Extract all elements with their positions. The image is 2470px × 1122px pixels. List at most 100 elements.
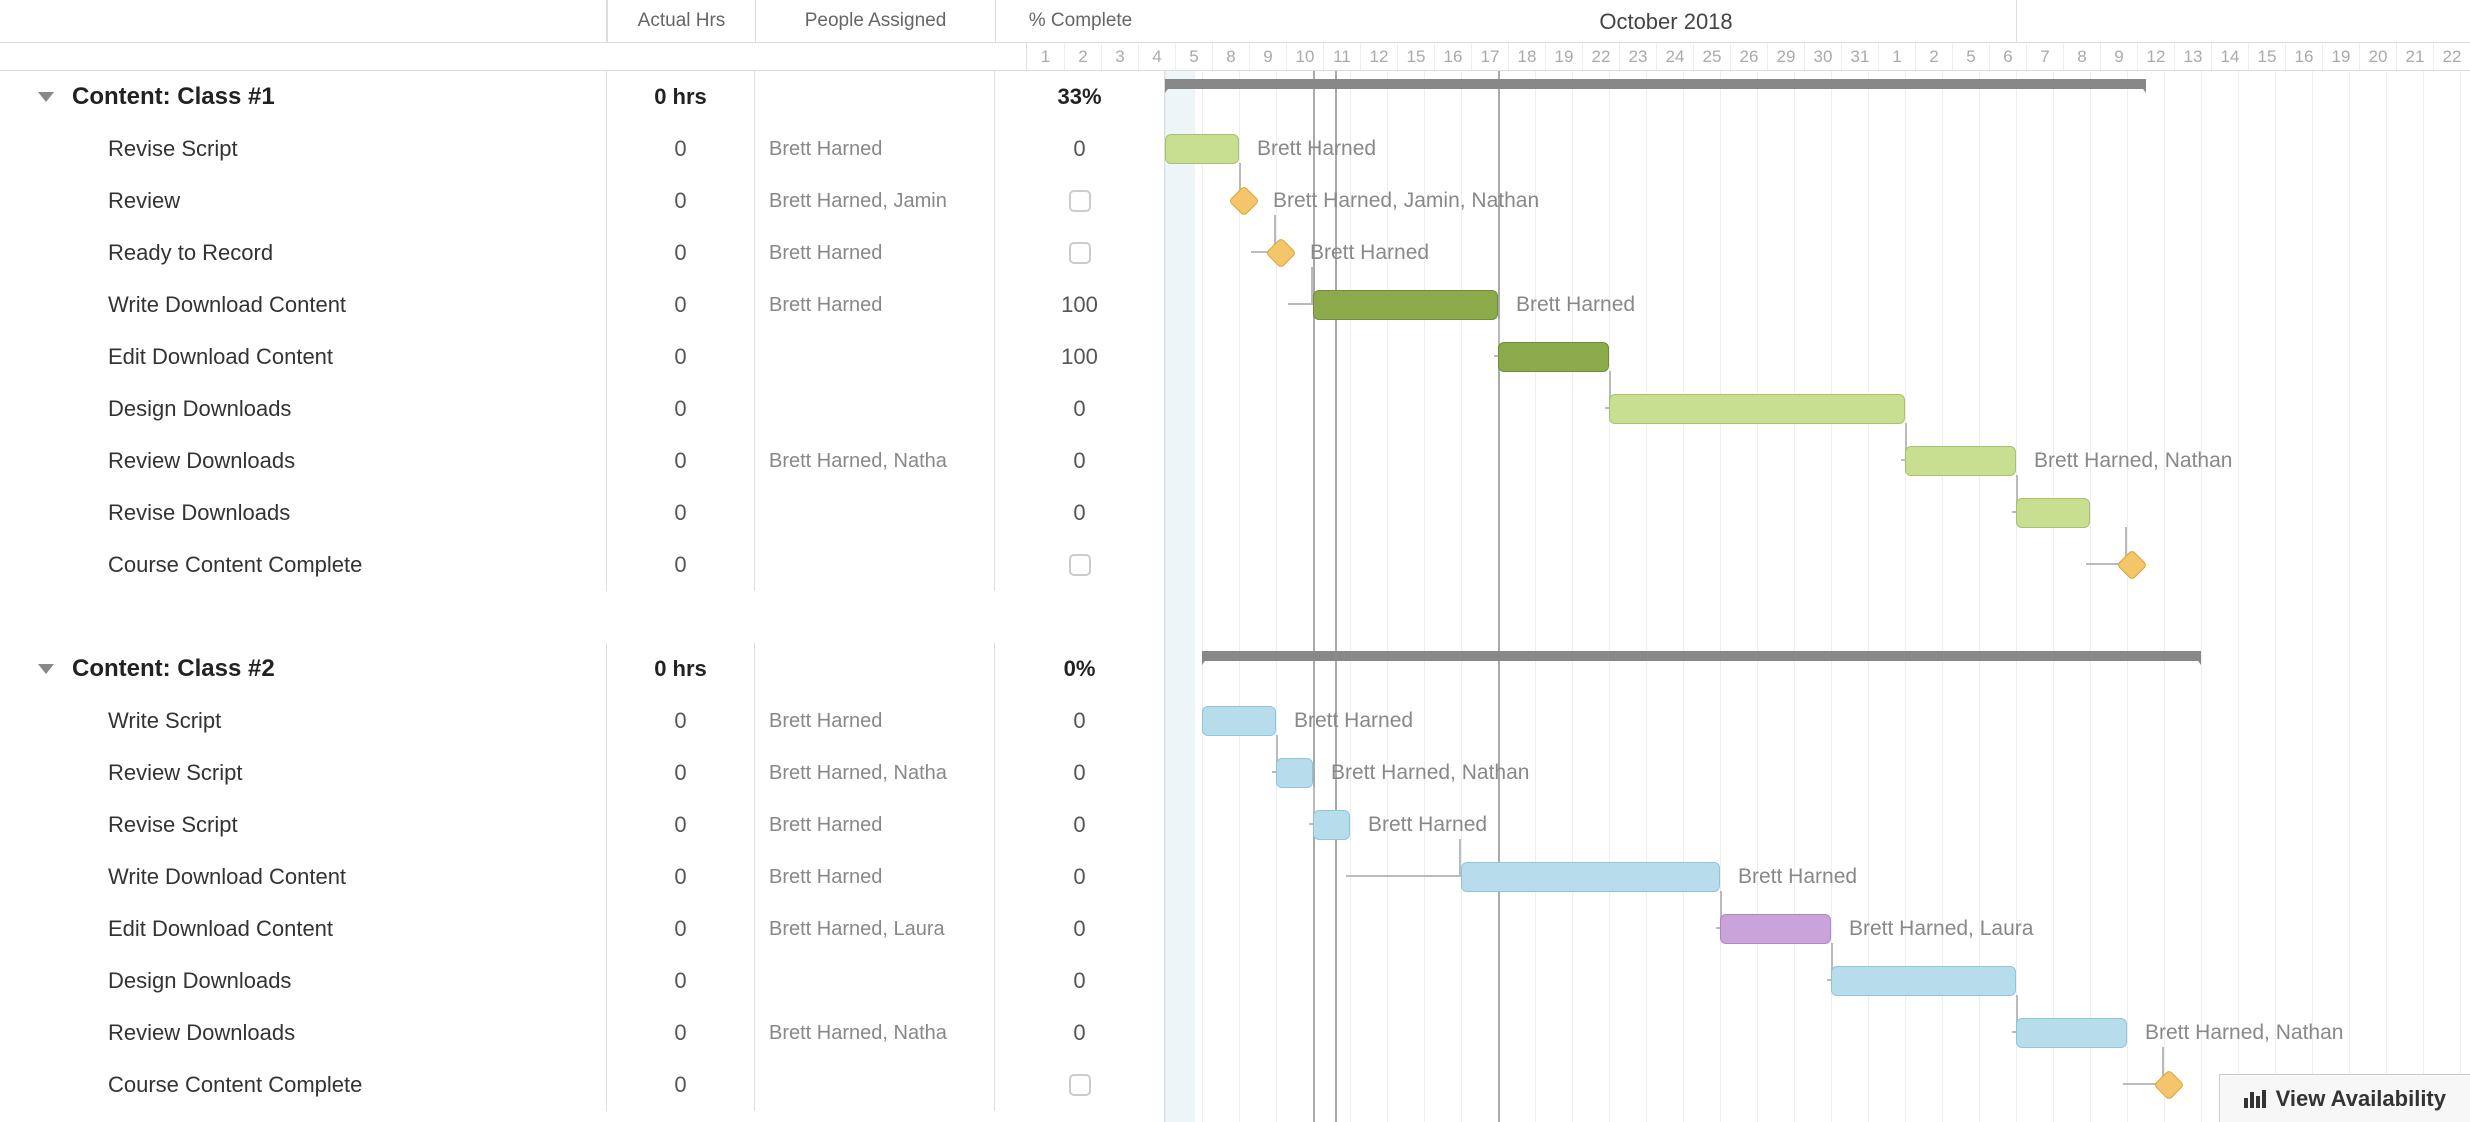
task-name[interactable]: Write Download Content — [0, 864, 606, 890]
day-tick[interactable]: 16 — [2285, 43, 2322, 70]
cell-pct[interactable]: 100 — [994, 331, 1164, 383]
col-header-people[interactable]: People Assigned — [755, 0, 995, 42]
milestone-icon[interactable] — [2116, 549, 2147, 580]
day-tick[interactable]: 23 — [1619, 43, 1656, 70]
day-tick[interactable]: 2 — [1915, 43, 1952, 70]
day-tick[interactable]: 22 — [1582, 43, 1619, 70]
cell-pct[interactable]: 0 — [994, 851, 1164, 903]
cell-pct[interactable]: 0 — [994, 799, 1164, 851]
cell-hrs[interactable]: 0 — [606, 487, 754, 539]
cell-hrs[interactable]: 0 — [606, 175, 754, 227]
task-name[interactable]: Course Content Complete — [0, 1072, 606, 1098]
cell-pct[interactable]: 100 — [994, 279, 1164, 331]
cell-people[interactable]: Brett Harned, Natha — [754, 747, 994, 799]
cell-hrs[interactable]: 0 — [606, 279, 754, 331]
day-tick[interactable]: 15 — [2248, 43, 2285, 70]
cell-pct[interactable] — [994, 175, 1164, 227]
task-name[interactable]: Revise Script — [0, 812, 606, 838]
cell-people[interactable]: Brett Harned — [754, 799, 994, 851]
collapse-caret-icon[interactable] — [38, 664, 54, 674]
day-tick[interactable]: 12 — [2137, 43, 2174, 70]
day-tick[interactable]: 2 — [1064, 43, 1101, 70]
cell-hrs[interactable]: 0 — [606, 695, 754, 747]
summary-bar[interactable] — [1165, 79, 2146, 89]
day-tick[interactable]: 7 — [2026, 43, 2063, 70]
day-tick[interactable]: 9 — [1249, 43, 1286, 70]
cell-hrs[interactable]: 0 — [606, 747, 754, 799]
day-tick[interactable]: 24 — [1656, 43, 1693, 70]
cell-people[interactable] — [754, 1059, 994, 1111]
cell-people[interactable] — [754, 331, 994, 383]
day-tick[interactable]: 5 — [1952, 43, 1989, 70]
day-tick[interactable]: 13 — [2174, 43, 2211, 70]
summary-bar[interactable] — [1202, 651, 2201, 661]
day-tick[interactable]: 10 — [1286, 43, 1323, 70]
cell-hrs[interactable]: 0 — [606, 331, 754, 383]
task-name[interactable]: Design Downloads — [0, 968, 606, 994]
cell-people[interactable] — [754, 955, 994, 1007]
gantt-bar[interactable] — [1165, 134, 1239, 164]
day-tick[interactable]: 17 — [1471, 43, 1508, 70]
cell-people[interactable]: Brett Harned — [754, 279, 994, 331]
task-name[interactable]: Edit Download Content — [0, 916, 606, 942]
cell-people[interactable]: Brett Harned, Natha — [754, 435, 994, 487]
complete-checkbox[interactable] — [1069, 242, 1091, 264]
day-tick[interactable]: 9 — [2100, 43, 2137, 70]
cell-people[interactable] — [754, 643, 994, 695]
day-tick[interactable]: 21 — [2396, 43, 2433, 70]
cell-people[interactable] — [754, 383, 994, 435]
gantt-bar[interactable] — [1313, 810, 1350, 840]
cell-hrs[interactable]: 0 — [606, 539, 754, 591]
collapse-caret-icon[interactable] — [38, 92, 54, 102]
cell-hrs[interactable]: 0 — [606, 435, 754, 487]
day-tick[interactable]: 6 — [1989, 43, 2026, 70]
task-name[interactable]: Review — [0, 188, 606, 214]
task-name[interactable]: Review Script — [0, 760, 606, 786]
cell-hrs[interactable]: 0 hrs — [606, 71, 754, 123]
cell-pct[interactable] — [994, 227, 1164, 279]
cell-people[interactable]: Brett Harned — [754, 695, 994, 747]
cell-pct[interactable]: 33% — [994, 71, 1164, 123]
task-name[interactable]: Review Downloads — [0, 1020, 606, 1046]
cell-hrs[interactable]: 0 — [606, 1059, 754, 1111]
cell-hrs[interactable]: 0 — [606, 123, 754, 175]
gantt-bar[interactable] — [1202, 706, 1276, 736]
day-tick[interactable]: 19 — [1545, 43, 1582, 70]
milestone-icon[interactable] — [1228, 185, 1259, 216]
col-header-actual-hrs[interactable]: Actual Hrs — [607, 0, 755, 42]
cell-hrs[interactable]: 0 — [606, 227, 754, 279]
cell-people[interactable]: Brett Harned — [754, 851, 994, 903]
day-tick[interactable]: 3 — [1101, 43, 1138, 70]
gantt-bar[interactable] — [1831, 966, 2016, 996]
task-name[interactable]: Revise Script — [0, 136, 606, 162]
cell-hrs[interactable]: 0 — [606, 799, 754, 851]
day-tick[interactable]: 5 — [1175, 43, 1212, 70]
complete-checkbox[interactable] — [1069, 554, 1091, 576]
cell-pct[interactable]: 0 — [994, 383, 1164, 435]
day-tick[interactable]: 14 — [2211, 43, 2248, 70]
group-name[interactable]: Content: Class #2 — [0, 655, 606, 683]
task-name[interactable]: Ready to Record — [0, 240, 606, 266]
complete-checkbox[interactable] — [1069, 190, 1091, 212]
gantt-bar[interactable] — [1313, 290, 1498, 320]
cell-pct[interactable]: 0 — [994, 1007, 1164, 1059]
cell-hrs[interactable]: 0 — [606, 955, 754, 1007]
day-tick[interactable]: 12 — [1360, 43, 1397, 70]
cell-hrs[interactable]: 0 — [606, 383, 754, 435]
cell-pct[interactable]: 0 — [994, 487, 1164, 539]
gantt-bar[interactable] — [1609, 394, 1905, 424]
col-header-pct[interactable]: % Complete — [995, 0, 1165, 42]
day-tick[interactable]: 15 — [1397, 43, 1434, 70]
cell-hrs[interactable]: 0 — [606, 1007, 754, 1059]
cell-hrs[interactable]: 0 — [606, 903, 754, 955]
cell-pct[interactable]: 0 — [994, 747, 1164, 799]
day-tick[interactable]: 11 — [1323, 43, 1360, 70]
cell-people[interactable]: Brett Harned — [754, 123, 994, 175]
cell-people[interactable] — [754, 487, 994, 539]
day-tick[interactable]: 26 — [1730, 43, 1767, 70]
milestone-icon[interactable] — [2153, 1069, 2184, 1100]
day-tick[interactable]: 31 — [1841, 43, 1878, 70]
day-tick[interactable]: 1 — [1027, 43, 1064, 70]
gantt-bar[interactable] — [2016, 498, 2090, 528]
gantt-bar[interactable] — [1905, 446, 2016, 476]
